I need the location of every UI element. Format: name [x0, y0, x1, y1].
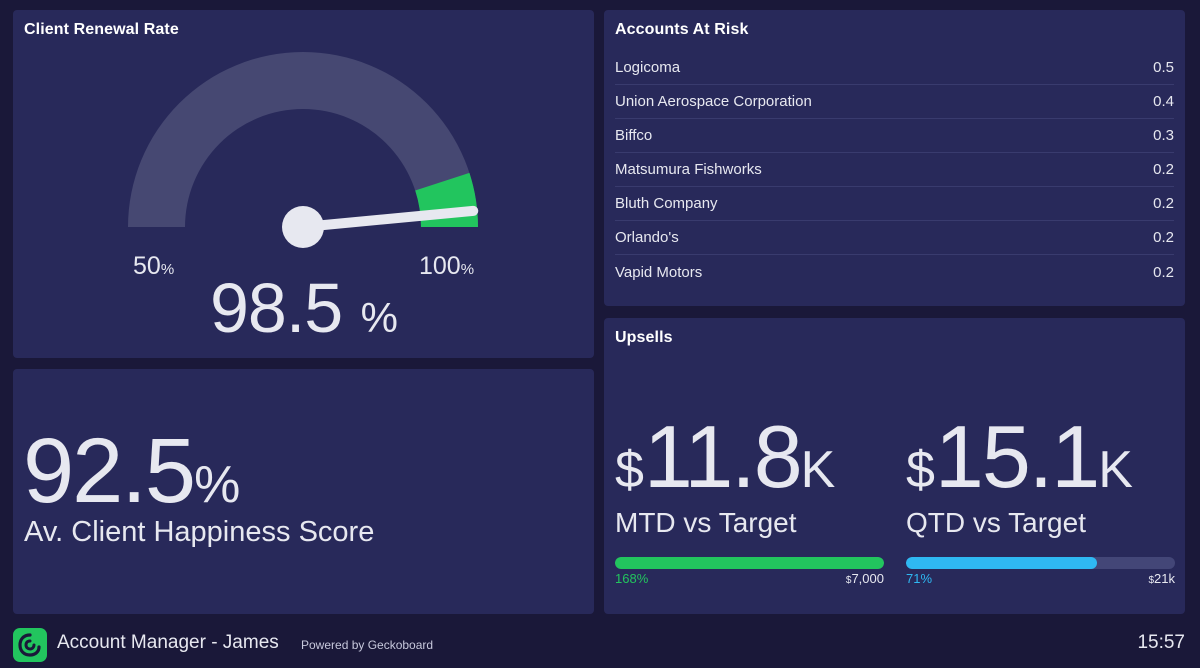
qtd-target: $21k	[1148, 571, 1175, 586]
risk-row: Matsumura Fishworks 0.2	[615, 153, 1174, 187]
risk-row: Vapid Motors 0.2	[615, 255, 1174, 289]
risk-account-value: 0.4	[1153, 93, 1174, 110]
qtd-progress-bar	[906, 557, 1175, 569]
gauge-track	[128, 52, 478, 227]
risk-account-name: Union Aerospace Corporation	[615, 93, 812, 110]
risk-account-name: Orlando's	[615, 229, 679, 246]
powered-by-text: Powered by Geckoboard	[301, 638, 434, 652]
risk-account-name: Matsumura Fishworks	[615, 161, 762, 178]
risk-row: Bluth Company 0.2	[615, 187, 1174, 221]
qtd-progress-fill	[906, 557, 1097, 569]
clock: 15:57	[1137, 632, 1185, 653]
risk-row: Logicoma 0.5	[615, 51, 1174, 85]
geckoboard-logo-icon	[13, 628, 47, 662]
mtd-target: $7,000	[845, 571, 884, 586]
footer-bar: Account Manager - James Powered by Gecko…	[0, 622, 1200, 668]
gauge-min-label: 50%	[133, 252, 175, 280]
risk-account-name: Vapid Motors	[615, 263, 703, 281]
risk-row: Union Aerospace Corporation 0.4	[615, 85, 1174, 119]
risk-row: Orlando's 0.2	[615, 221, 1174, 255]
renewal-gauge-card: Client Renewal Rate 50% 100% 98.5 %	[13, 10, 594, 358]
risk-account-name: Biffco	[615, 127, 653, 144]
mtd-progress-bar	[615, 557, 884, 569]
upsells-title: Upsells	[615, 329, 673, 346]
risk-list: Logicoma 0.5 Union Aerospace Corporation 0.…	[615, 51, 1174, 289]
qtd-value: $15.1K	[906, 407, 1133, 506]
risk-account-value: 0.2	[1153, 161, 1174, 178]
gauge-hub	[282, 206, 324, 248]
gauge-max-label: 100%	[419, 252, 475, 280]
risk-account-value: 0.5	[1153, 59, 1174, 76]
mtd-label: MTD vs Target	[615, 507, 797, 538]
happiness-card: 92.5% Av. Client Happiness Score	[13, 369, 594, 614]
qtd-label: QTD vs Target	[906, 507, 1086, 538]
renewal-title: Client Renewal Rate	[24, 21, 179, 38]
risk-row: Biffco 0.3	[615, 119, 1174, 153]
risk-account-value: 0.2	[1153, 195, 1174, 212]
mtd-progress-fill	[615, 557, 884, 569]
risk-account-name: Logicoma	[615, 59, 681, 76]
risk-account-value: 0.2	[1153, 263, 1174, 281]
mtd-percent: 168%	[615, 571, 649, 586]
accounts-at-risk-card: Accounts At Risk Logicoma 0.5 Union Aerosp…	[604, 10, 1185, 306]
upsells-card: Upsells $11.8K MTD vs Target $15.1K QTD …	[604, 318, 1185, 614]
upsell-mtd: $11.8K MTD vs Target	[615, 413, 885, 539]
qtd-percent: 71%	[906, 571, 933, 586]
happiness-value: 92.5%	[23, 420, 241, 522]
gauge-needle	[298, 205, 479, 232]
mtd-caption: 168% $7,000	[615, 571, 884, 586]
dashboard-title: Account Manager - James	[57, 632, 279, 653]
upsell-qtd: $15.1K QTD vs Target	[906, 413, 1176, 539]
happiness-label: Av. Client Happiness Score	[24, 516, 375, 548]
mtd-value: $11.8K	[615, 407, 836, 506]
renewal-value: 98.5 %	[209, 269, 398, 347]
qtd-caption: 71% $21k	[906, 571, 1175, 586]
risk-account-name: Bluth Company	[615, 195, 718, 212]
risk-title: Accounts At Risk	[615, 21, 749, 38]
risk-account-value: 0.2	[1153, 229, 1174, 246]
renewal-gauge	[128, 52, 479, 248]
risk-account-value: 0.3	[1153, 127, 1174, 144]
